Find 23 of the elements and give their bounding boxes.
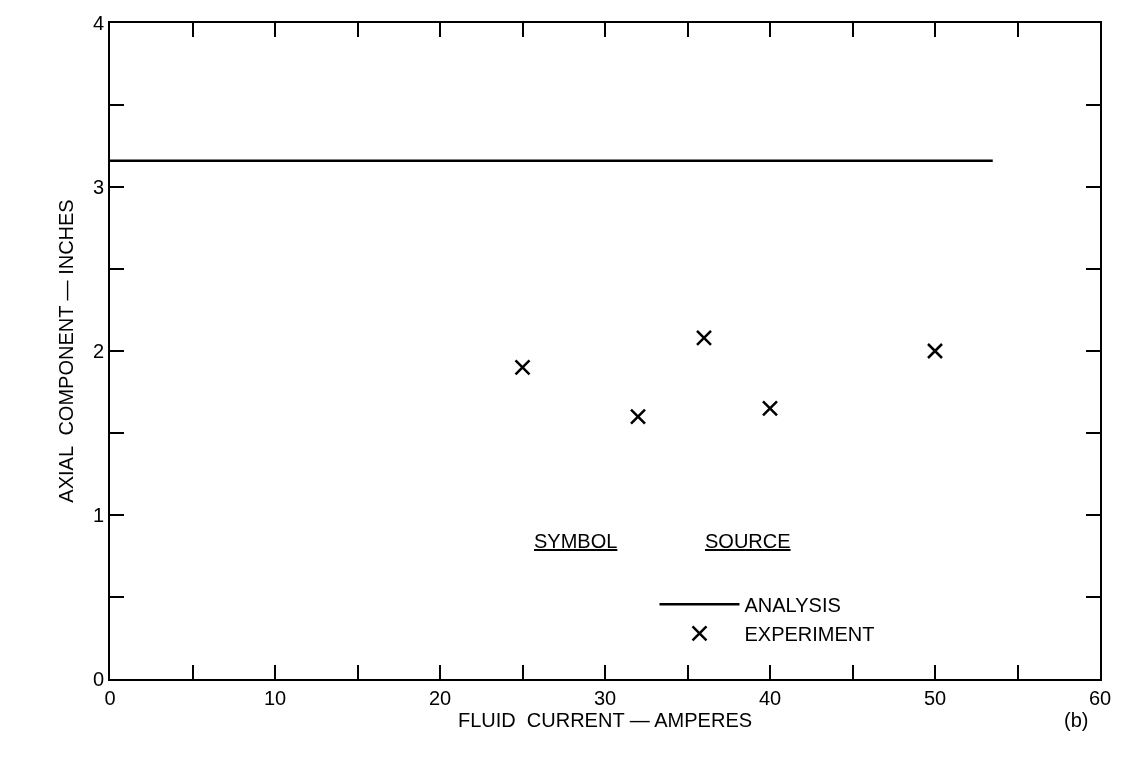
y-tick-label: 4 [92, 12, 104, 34]
x-tick-label: 10 [263, 687, 287, 709]
point [629, 408, 647, 425]
x-tick-label: 30 [593, 687, 617, 709]
point [514, 359, 531, 376]
annotation: SYMBOL [534, 530, 618, 552]
x-tick-label: 40 [758, 687, 782, 709]
x-tick-label: 60 [1088, 687, 1112, 709]
point [761, 400, 779, 417]
y-tick-label: 2 [92, 340, 104, 362]
point [695, 329, 713, 347]
annotation: SOURCE [705, 530, 791, 552]
legend-label: EXPERIMENT [744, 623, 875, 646]
text: (b) [1064, 709, 1089, 731]
x-tick-label: 20 [428, 687, 452, 709]
x-axis-title: FLUID CURRENT — AMPERES [457, 709, 753, 731]
point [926, 342, 944, 360]
y-axis-title: AXIAL COMPONENT — INCHES [54, 199, 77, 503]
legend-label: ANALYSIS [744, 594, 841, 617]
x-tick-label: 50 [923, 687, 947, 709]
y-tick-label: 1 [92, 504, 104, 526]
y-tick-label: 0 [92, 668, 104, 690]
y-tick-label: 3 [92, 176, 104, 198]
